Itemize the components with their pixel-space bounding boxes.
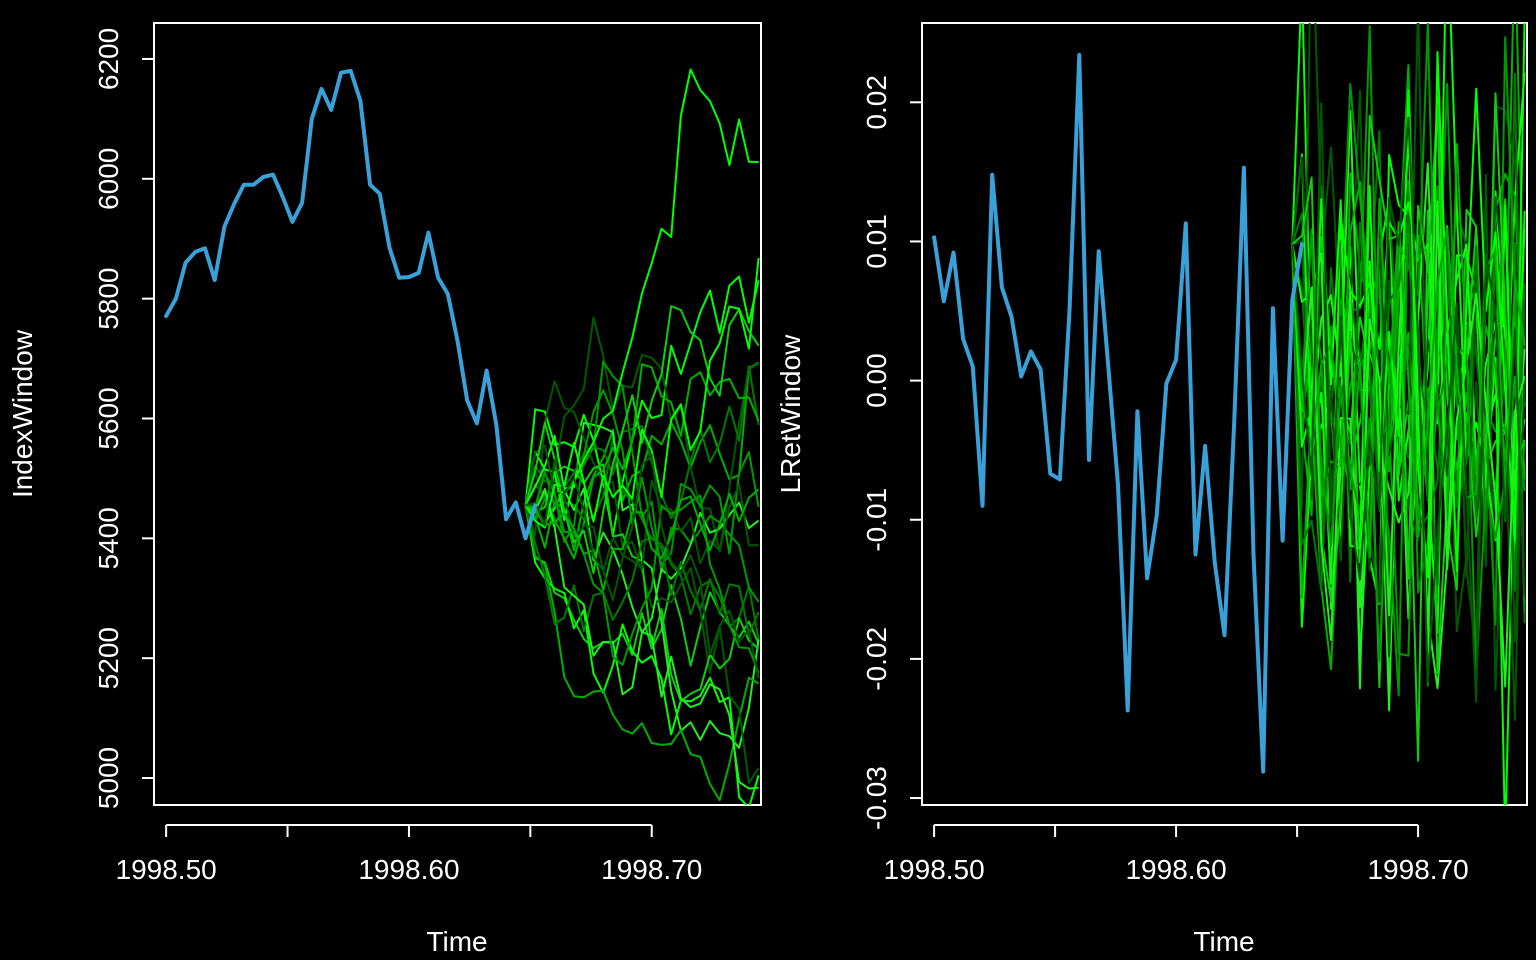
index-window-simulated-path — [524, 257, 760, 529]
index-window-simulated-path — [525, 363, 760, 560]
lret-window-simulated-path — [1291, 89, 1526, 633]
index-window-simulated-path — [525, 454, 760, 679]
index-window-simulated-path — [524, 505, 760, 805]
lret-window-x-label: Time — [1193, 926, 1254, 957]
index-window-x-tick-label: 1998.60 — [358, 854, 459, 885]
index-window-x-tick-label: 1998.70 — [601, 854, 702, 885]
lret-window-history — [932, 53, 1304, 774]
index-window-x-label: Time — [426, 926, 487, 957]
lret-window-y-tick-label: -0.02 — [861, 627, 892, 691]
index-window-y-tick-label: 5800 — [93, 267, 124, 329]
index-window-history-line — [164, 68, 538, 541]
index-window-simulated-path — [524, 436, 760, 640]
lret-window-y-tick-label: -0.01 — [861, 488, 892, 552]
index-window-simulated-path — [524, 505, 760, 636]
index-window-simulated-path — [524, 305, 760, 574]
index-window-simulated-path — [524, 389, 760, 566]
index-window-y-label: IndexWindow — [7, 329, 38, 498]
lret-window-y-axis: -0.03 -0.02 -0.01 0.00 0.01 0.02 — [861, 75, 923, 830]
lret-window-x-tick-label: 1998.50 — [883, 854, 984, 885]
index-window-y-tick-label: 5600 — [93, 387, 124, 449]
lret-window-simulated-path — [1291, 92, 1526, 603]
index-window-simulated-path — [524, 444, 759, 572]
lret-window-simulated-path — [1291, 23, 1526, 676]
lret-window-x-tick-label: 1998.60 — [1125, 854, 1226, 885]
lret-window-simulated-path — [1291, 23, 1526, 585]
lret-window-simulated-path — [1291, 64, 1526, 521]
lret-window-simulated-path — [1291, 23, 1526, 579]
lret-window-y-tick-label: 0.02 — [861, 75, 892, 130]
index-window-panel: 1998.50 1998.60 1998.70 5000 5200 5400 5600 58… — [7, 22, 762, 957]
index-window-y-tick-label: 5000 — [93, 747, 124, 809]
lret-window-simulations — [1291, 23, 1526, 805]
index-window-simulated-path — [524, 68, 759, 522]
lret-window-panel: 1998.50 1998.60 1998.70 -0.03 -0.02 -0.01 0.0… — [775, 22, 1528, 957]
lret-window-y-tick-label: 0.01 — [861, 214, 892, 269]
lret-window-simulated-path — [1291, 102, 1526, 703]
index-window-simulated-path — [524, 275, 760, 537]
index-window-history — [164, 68, 538, 541]
lret-window-y-tick-label: 0.00 — [861, 353, 892, 408]
lret-window-x-axis: 1998.50 1998.60 1998.70 — [883, 824, 1469, 885]
index-window-x-axis: 1998.50 1998.60 1998.70 — [116, 824, 702, 885]
index-window-simulated-path — [524, 505, 760, 802]
index-window-simulations — [524, 68, 760, 805]
index-window-y-tick-label: 5200 — [93, 627, 124, 689]
index-window-simulated-path — [525, 472, 760, 674]
index-window-simulated-path — [525, 488, 760, 592]
lret-window-history-line — [932, 53, 1304, 774]
lret-window-y-tick-label: -0.03 — [861, 766, 892, 830]
index-window-x-tick-label: 1998.50 — [116, 854, 217, 885]
index-window-simulated-path — [525, 488, 759, 790]
lret-window-x-tick-label: 1998.70 — [1367, 854, 1468, 885]
index-window-y-tick-label: 6000 — [93, 148, 124, 210]
lret-window-y-label: LRetWindow — [775, 334, 806, 494]
lret-window-simulated-path — [1291, 162, 1526, 690]
index-window-y-tick-label: 5400 — [93, 507, 124, 569]
index-window-y-axis: 5000 5200 5400 5600 5800 6000 6200 — [93, 28, 155, 809]
index-window-simulated-path — [524, 316, 760, 553]
index-window-y-tick-label: 6200 — [93, 28, 124, 90]
